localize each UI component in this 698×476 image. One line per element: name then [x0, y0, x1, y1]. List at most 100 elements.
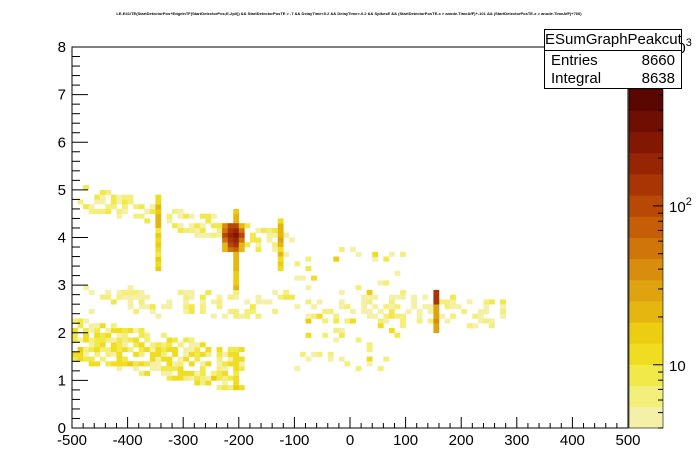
heatmap-cell	[88, 361, 95, 367]
heatmap-cell	[450, 294, 456, 300]
heatmap-cell	[299, 275, 306, 281]
heatmap-cell	[255, 313, 262, 319]
heatmap-cell	[388, 299, 395, 305]
heatmap-cell	[277, 218, 284, 224]
heatmap-cell	[211, 223, 217, 229]
heatmap-cell	[350, 247, 356, 253]
heatmap-cell	[99, 332, 106, 338]
heatmap-cell	[311, 351, 317, 357]
heatmap-cell	[277, 261, 284, 267]
heatmap-cell	[116, 208, 123, 214]
heatmap-cell	[99, 337, 106, 343]
z-tick-label: 102	[669, 196, 692, 216]
heatmap-cell	[327, 356, 334, 362]
heatmap-cell	[233, 247, 240, 253]
heatmap-cell	[238, 356, 245, 362]
heatmap-cell	[249, 308, 256, 314]
heatmap-cell	[350, 308, 356, 314]
heatmap-cell	[227, 347, 234, 353]
heatmap-cell	[388, 304, 395, 310]
heatmap-cell	[305, 256, 312, 262]
heatmap-cell	[166, 213, 173, 219]
color-scale-segment	[629, 131, 663, 154]
heatmap-cell	[416, 313, 423, 319]
heatmap-cell	[155, 351, 162, 357]
heatmap-cell	[72, 351, 78, 357]
z-tick-label: 10	[669, 358, 686, 375]
heatmap-cell	[433, 323, 440, 329]
heatmap-cell	[88, 347, 95, 353]
heatmap-cell	[277, 266, 284, 272]
heatmap-cell	[411, 304, 418, 310]
heatmap-cell	[372, 313, 379, 319]
heatmap-cell	[500, 304, 506, 310]
heatmap-cell	[116, 347, 123, 353]
heatmap-cell	[205, 375, 212, 381]
heatmap-cell	[155, 361, 162, 367]
heatmap-cell	[177, 361, 184, 367]
heatmap-cell	[83, 351, 89, 357]
color-scale-segment	[629, 364, 663, 387]
heatmap-cell	[172, 337, 178, 343]
heatmap-cell	[110, 351, 117, 357]
heatmap-cell	[188, 370, 195, 376]
heatmap-cell	[155, 347, 162, 353]
heatmap-cell	[394, 304, 401, 310]
stats-box: ESumGraphPeakcut Entries 8660 Integral 8…	[544, 29, 682, 89]
heatmap-cell	[110, 337, 117, 343]
heatmap-cell	[105, 351, 112, 357]
color-scale-segment	[629, 343, 663, 365]
heatmap-cell	[99, 323, 106, 329]
heatmap-cell	[122, 327, 128, 334]
heatmap-cell	[94, 347, 101, 353]
heatmap-cell	[294, 261, 301, 267]
heatmap-cell	[188, 308, 195, 314]
heatmap-cell	[155, 218, 162, 224]
heatmap-cell	[83, 185, 89, 191]
heatmap-cell	[88, 289, 95, 295]
heatmap-cell	[155, 199, 162, 205]
heatmap-cell	[183, 304, 190, 310]
heatmap-cell	[216, 385, 223, 391]
heatmap-cell	[149, 342, 156, 348]
heatmap-cell	[394, 332, 401, 338]
heatmap-cell	[177, 213, 184, 219]
heatmap-cell	[188, 351, 195, 357]
heatmap-cell	[116, 199, 123, 205]
heatmap-cell	[194, 342, 201, 348]
heatmap-cell	[211, 375, 217, 381]
heatmap-cell	[199, 227, 206, 234]
y-tick-label: 1	[58, 372, 66, 389]
heatmap-cell	[138, 361, 145, 367]
heatmap-cell	[116, 366, 123, 372]
heatmap-cell	[322, 332, 329, 338]
heatmap-cell	[444, 299, 451, 305]
heatmap-cell	[122, 208, 128, 214]
heatmap-cell	[149, 204, 156, 210]
heatmap-cell	[238, 232, 245, 238]
heatmap-cell	[177, 370, 184, 376]
heatmap-cell	[88, 337, 95, 343]
heatmap-cell	[144, 361, 151, 367]
heatmap-cell	[216, 375, 223, 381]
heatmap-cell	[383, 280, 390, 286]
heatmap-cell	[238, 366, 245, 372]
heatmap-cell	[433, 304, 440, 310]
heatmap-cell	[72, 332, 78, 338]
canvas-title: LE-E41/TE(StartDetectorPos+EdgeInTF(Star…	[116, 11, 582, 16]
heatmap-cell	[160, 351, 167, 357]
heatmap-cell	[205, 380, 212, 386]
heatmap-cell	[166, 366, 173, 372]
heatmap-cell	[194, 223, 201, 229]
heatmap-cell	[433, 313, 440, 319]
heatmap-cell	[83, 318, 89, 324]
heatmap-cell	[227, 237, 234, 243]
heatmap-cell	[155, 232, 162, 238]
heatmap-cell	[283, 289, 290, 295]
heatmap-cell	[155, 256, 162, 262]
heatmap-cell	[138, 351, 145, 357]
heatmap-cell	[294, 275, 301, 281]
heatmap-cell	[316, 351, 323, 357]
heatmap-cell	[194, 370, 201, 376]
heatmap-cell	[99, 208, 106, 214]
